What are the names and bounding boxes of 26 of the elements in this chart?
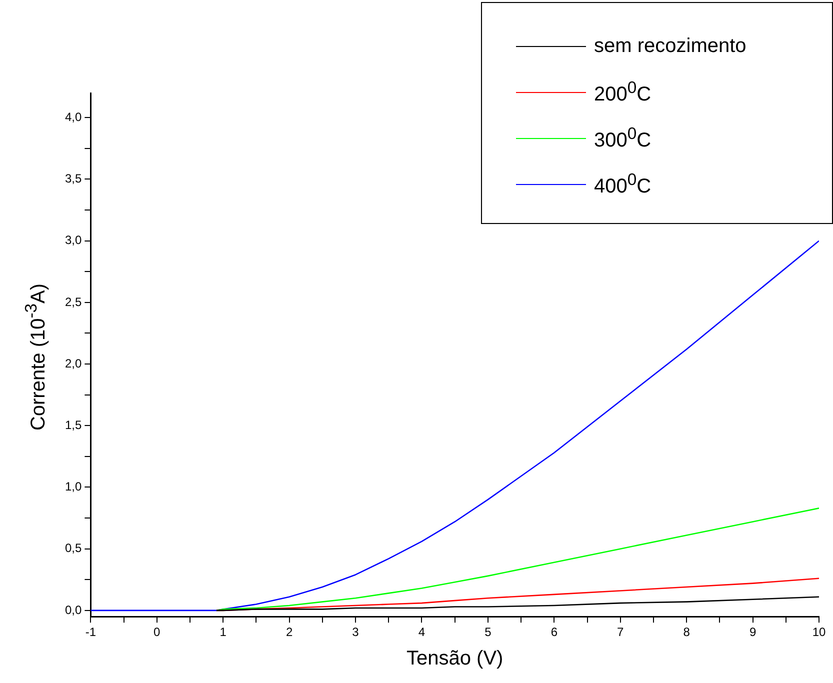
x-tick-label: 1 [220,625,227,640]
legend-label: 200$^{0}$C [594,78,652,106]
y-tick-label: 2,5 [64,294,82,309]
x-tick-label: 7 [617,625,624,640]
y-tick-label: 0,0 [64,602,82,617]
x-tick-label: 4 [418,625,426,640]
x-tick-label: 0 [154,625,161,640]
y-tick-label: 3,0 [64,233,82,248]
y-tick-label: 2,0 [64,356,82,370]
y-tick-label: 1,0 [64,480,82,494]
x-axis-title: Tensão (V) [406,648,504,670]
x-tick-label: -1 [85,625,96,640]
y-tick-label: 1,5 [64,418,82,432]
x-tick-label: 9 [749,625,756,640]
y-tick-label: 4,0 [64,110,82,124]
legend-label: sem recozimento [594,34,746,58]
y-tick-label: 0,5 [64,541,82,556]
x-tick-label: 3 [352,625,360,640]
legend-label: 400$^{0}$C [594,170,652,198]
y-tick-label: 3,5 [64,172,82,186]
x-tick-label: 10 [812,625,826,640]
x-tick-label: 6 [550,625,558,640]
x-tick-label: 8 [683,625,690,640]
legend-label: 300$^{0}$C [594,124,652,152]
x-tick-label: 5 [484,625,492,640]
x-tick-label: 2 [286,625,293,640]
